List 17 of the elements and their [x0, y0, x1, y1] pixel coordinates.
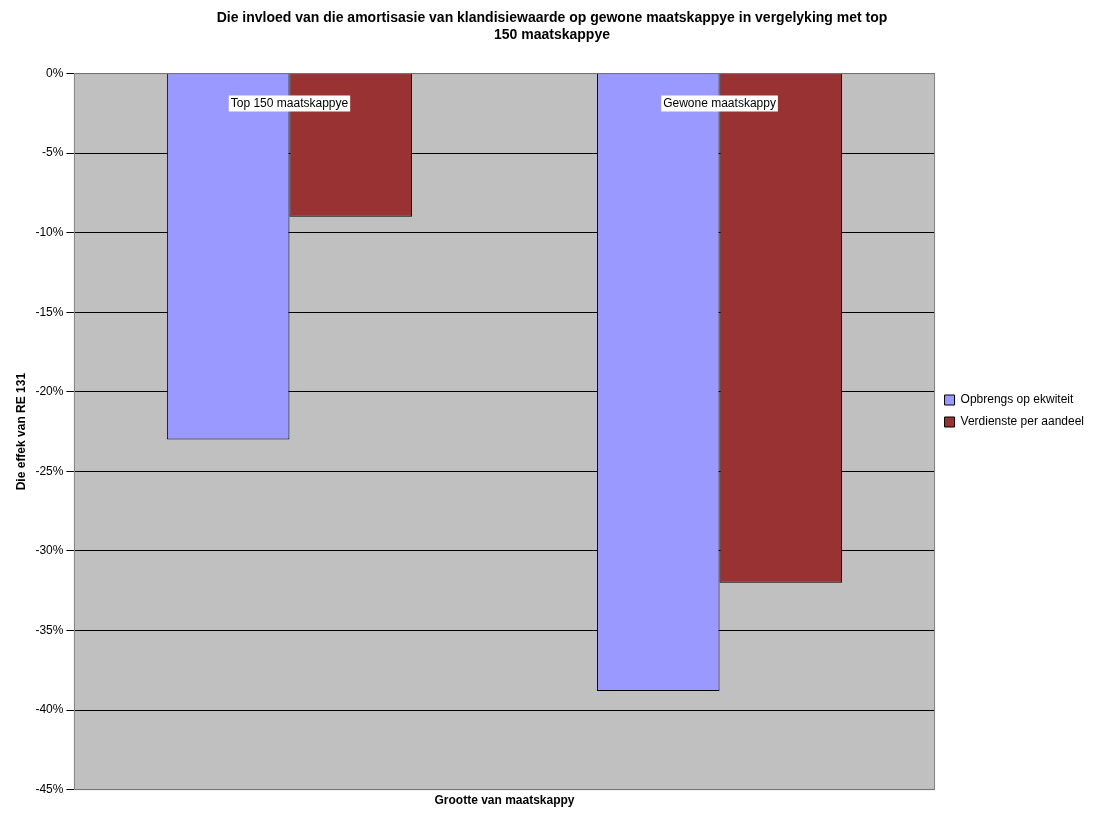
y-tick-label: -15% — [35, 304, 64, 319]
legend-label: Verdienste per aandeel — [960, 414, 1085, 429]
y-tick-label: -45% — [35, 781, 64, 796]
x-axis-title: Grootte van maatskappy — [434, 793, 575, 808]
y-tick-label: -10% — [35, 225, 64, 240]
y-tick-label: -25% — [35, 463, 64, 478]
x-tick-label: Gewone maatskappy — [663, 95, 776, 110]
legend-label: Opbrengs op ekwiteit — [960, 392, 1074, 407]
y-tick-label: -40% — [35, 702, 64, 717]
y-tick-label: -30% — [35, 543, 64, 558]
y-tick-label: -5% — [42, 145, 64, 160]
y-tick-label: -20% — [35, 384, 64, 399]
y-tick-label: -35% — [35, 622, 64, 637]
x-tick-label: Top 150 maatskappye — [230, 95, 349, 110]
y-tick-label: 0% — [46, 65, 64, 80]
y-axis-title: Die effek van RE 131 — [13, 372, 28, 491]
chart-title: Die invloed van die amortisasie van klandisiewaarde op gewone maatskappye in vergelyking met top 150 maatskappye — [216, 9, 888, 43]
